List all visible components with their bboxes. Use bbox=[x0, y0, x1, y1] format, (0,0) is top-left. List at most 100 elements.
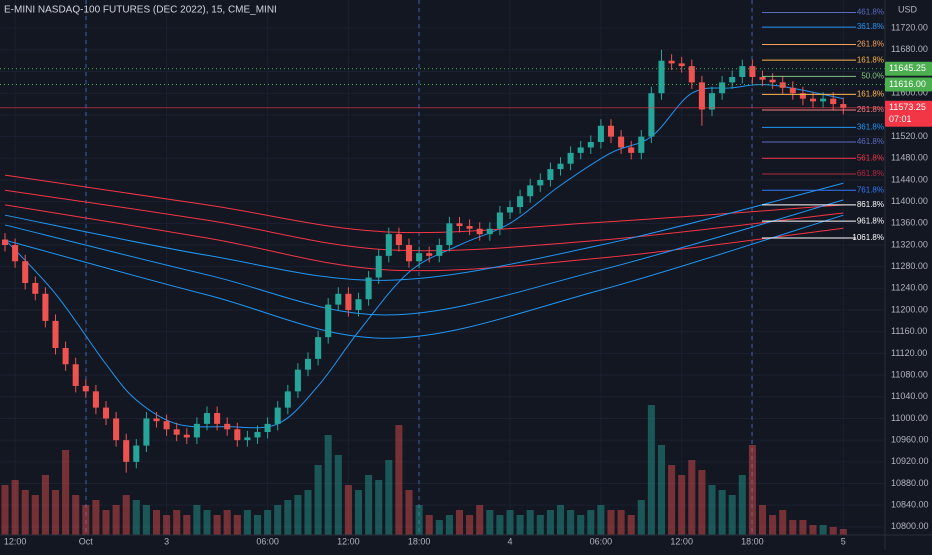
volume-bar bbox=[445, 515, 453, 535]
candle-body bbox=[496, 212, 503, 229]
candle-body bbox=[173, 429, 180, 435]
candle-body bbox=[547, 169, 554, 180]
volume-bar bbox=[213, 515, 221, 535]
y-tick-label: 11080.00 bbox=[891, 369, 928, 379]
y-tick-label: 11200.00 bbox=[891, 304, 928, 314]
y-tick-label: 11000.00 bbox=[891, 413, 928, 423]
candle-body bbox=[284, 391, 291, 408]
candle-body bbox=[638, 136, 645, 153]
volume-bar bbox=[567, 510, 575, 535]
chart-title: E-MINI NASDAQ-100 FUTURES (DEC 2022), 15… bbox=[4, 5, 277, 16]
candle-body bbox=[254, 432, 261, 438]
candle-body bbox=[72, 364, 79, 386]
volume-bar bbox=[112, 505, 120, 535]
x-tick-label: 4 bbox=[507, 536, 512, 546]
volume-bar bbox=[688, 460, 696, 535]
volume-bar bbox=[708, 485, 716, 535]
fib-label: 161.8% bbox=[857, 55, 884, 64]
volume-bar bbox=[718, 490, 726, 535]
volume-bar bbox=[799, 520, 807, 535]
volume-bar bbox=[597, 505, 605, 535]
volume-bar bbox=[173, 510, 181, 535]
volume-bar bbox=[51, 490, 60, 535]
x-tick-label: 06:00 bbox=[256, 536, 279, 546]
candle-body bbox=[325, 304, 332, 338]
y-tick-label: 10920.00 bbox=[891, 456, 929, 466]
candle-body bbox=[436, 245, 443, 256]
candle-body bbox=[42, 293, 49, 321]
candle-body bbox=[345, 293, 352, 311]
indicator-line bbox=[4, 84, 844, 429]
x-tick-label: 12:00 bbox=[337, 536, 360, 546]
x-tick-label: 18:00 bbox=[741, 536, 764, 546]
y-tick-label: 11040.00 bbox=[891, 391, 928, 401]
volume-bar bbox=[314, 465, 322, 535]
candle-body bbox=[476, 228, 483, 235]
price-tag-label: 11616.00 bbox=[889, 79, 926, 89]
volume-bar bbox=[274, 505, 282, 535]
candle-body bbox=[274, 407, 281, 424]
volume-bar bbox=[132, 500, 140, 535]
candle-body bbox=[183, 434, 190, 438]
candle-body bbox=[12, 245, 19, 262]
x-tick-label: 06:00 bbox=[590, 536, 613, 546]
volume-bar bbox=[425, 515, 433, 535]
volume-bar bbox=[476, 505, 484, 535]
candle-body bbox=[426, 253, 433, 256]
volume-bar bbox=[82, 505, 90, 535]
x-tick-label: 5 bbox=[841, 536, 846, 546]
indicator-line bbox=[4, 199, 844, 316]
axis-unit: USD bbox=[898, 4, 918, 14]
candle-body bbox=[244, 437, 251, 441]
fib-label: 461.8% bbox=[857, 137, 884, 146]
candle-body bbox=[698, 82, 705, 110]
volume-bar bbox=[92, 500, 100, 535]
volume-bar bbox=[738, 475, 746, 535]
candle-body bbox=[577, 147, 584, 153]
candle-body bbox=[466, 226, 473, 229]
volume-bar bbox=[637, 500, 645, 535]
fib-label: 261.8% bbox=[857, 40, 884, 49]
candle-body bbox=[597, 125, 604, 143]
price-tag-label: 11573.25 bbox=[889, 102, 926, 112]
y-tick-label: 10880.00 bbox=[891, 478, 929, 488]
x-tick-label: Oct bbox=[79, 536, 94, 546]
fib-label: 561.8% bbox=[857, 153, 884, 162]
x-tick-label: 3 bbox=[164, 536, 169, 546]
volume-bar bbox=[122, 495, 130, 535]
candle-body bbox=[315, 337, 322, 359]
candle-body bbox=[405, 245, 413, 262]
volume-bar bbox=[284, 500, 292, 535]
volume-bar bbox=[163, 515, 171, 535]
candle-body bbox=[607, 125, 615, 137]
y-tick-label: 11360.00 bbox=[891, 218, 928, 228]
candle-body bbox=[820, 98, 827, 102]
volume-bar bbox=[365, 475, 373, 535]
volume-bar bbox=[405, 490, 413, 535]
candle-body bbox=[32, 282, 39, 294]
candle-body bbox=[113, 418, 120, 441]
volume-bar bbox=[839, 529, 847, 535]
volume-bar bbox=[779, 510, 787, 535]
candle-body bbox=[153, 418, 160, 422]
volume-bar bbox=[758, 505, 767, 535]
candle-body bbox=[365, 277, 372, 300]
fib-label: 861.8% bbox=[857, 200, 884, 209]
candle-body bbox=[123, 440, 130, 462]
volume-bar bbox=[11, 480, 19, 535]
volume-bar bbox=[395, 425, 403, 535]
candle-body bbox=[567, 152, 574, 164]
fib-label: 961.8% bbox=[857, 216, 884, 225]
candle-body bbox=[658, 60, 665, 94]
fib-label: 461.8% bbox=[857, 8, 884, 17]
price-tag bbox=[885, 100, 932, 127]
candle-body bbox=[456, 223, 463, 227]
y-tick-label: 11280.00 bbox=[891, 261, 928, 271]
x-tick-label: 12:00 bbox=[4, 536, 27, 546]
volume-bar bbox=[789, 520, 797, 535]
fib-label: 661.8% bbox=[857, 169, 884, 178]
axis: 10800.00 10840.00 10880.00 10920.00 10960.00… bbox=[4, 23, 932, 546]
candle-body bbox=[92, 391, 99, 408]
